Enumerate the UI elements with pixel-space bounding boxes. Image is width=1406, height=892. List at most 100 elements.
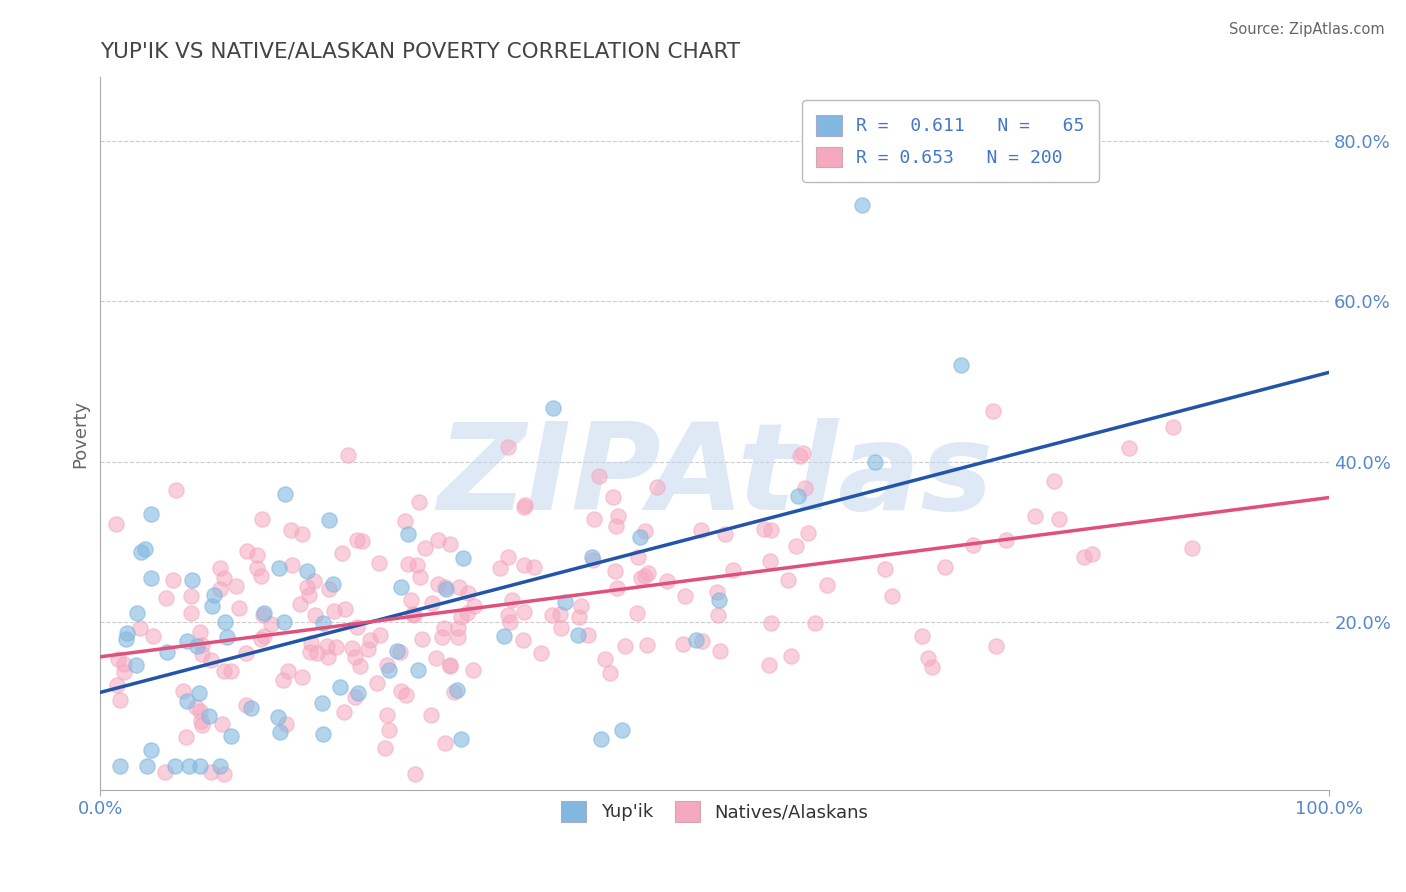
Point: [433, 736, 456, 750]
Point: [271, 673, 294, 687]
Point: [297, 564, 319, 578]
Point: [316, 649, 339, 664]
Point: [188, 704, 211, 718]
Point: [515, 498, 537, 512]
Point: [134, 542, 156, 557]
Point: [212, 571, 235, 585]
Point: [311, 697, 333, 711]
Point: [298, 645, 321, 659]
Point: [567, 628, 589, 642]
Point: [758, 658, 780, 673]
Text: YUP'IK VS NATIVE/ALASKAN POVERTY CORRELATION CHART: YUP'IK VS NATIVE/ALASKAN POVERTY CORRELA…: [100, 42, 741, 62]
Point: [634, 524, 657, 539]
Point: [124, 657, 146, 672]
Text: Source: ZipAtlas.com: Source: ZipAtlas.com: [1229, 22, 1385, 37]
Point: [357, 641, 380, 656]
Point: [333, 602, 356, 616]
Point: [402, 607, 425, 621]
Text: ZIPAtlas: ZIPAtlas: [437, 417, 993, 535]
Point: [457, 585, 479, 599]
Point: [346, 620, 368, 634]
Point: [253, 628, 276, 642]
Point: [328, 680, 350, 694]
Point: [186, 639, 208, 653]
Point: [447, 630, 470, 644]
Point: [388, 645, 411, 659]
Point: [105, 517, 128, 532]
Point: [450, 731, 472, 746]
Point: [1081, 548, 1104, 562]
Point: [404, 767, 426, 781]
Point: [1118, 442, 1140, 456]
Point: [368, 628, 391, 642]
Point: [315, 640, 337, 654]
Point: [219, 664, 242, 678]
Point: [368, 556, 391, 570]
Point: [882, 589, 904, 603]
Point: [569, 599, 592, 614]
Point: [583, 512, 606, 526]
Point: [347, 686, 370, 700]
Point: [274, 716, 297, 731]
Point: [606, 581, 628, 595]
Point: [496, 608, 519, 623]
Point: [250, 632, 273, 646]
Point: [498, 440, 520, 454]
Point: [312, 727, 335, 741]
Point: [377, 658, 399, 673]
Point: [406, 664, 429, 678]
Point: [427, 577, 450, 591]
Point: [219, 729, 242, 743]
Point: [541, 608, 564, 623]
Point: [451, 551, 474, 566]
Point: [212, 767, 235, 781]
Point: [330, 546, 353, 560]
Point: [797, 525, 820, 540]
Point: [174, 730, 197, 744]
Legend: Yup'ik, Natives/Alaskans: Yup'ik, Natives/Alaskans: [548, 789, 882, 834]
Point: [548, 607, 571, 621]
Point: [576, 628, 599, 642]
Point: [1024, 508, 1046, 523]
Point: [408, 495, 430, 509]
Point: [554, 595, 576, 609]
Point: [191, 638, 214, 652]
Point: [709, 593, 731, 607]
Point: [713, 526, 735, 541]
Point: [396, 526, 419, 541]
Point: [181, 573, 204, 587]
Point: [627, 550, 650, 565]
Point: [434, 581, 457, 595]
Point: [396, 557, 419, 571]
Point: [337, 448, 360, 462]
Point: [626, 607, 648, 621]
Point: [439, 657, 461, 672]
Point: [162, 573, 184, 587]
Point: [246, 561, 269, 575]
Point: [212, 665, 235, 679]
Point: [201, 599, 224, 614]
Point: [180, 589, 202, 603]
Point: [541, 401, 564, 416]
Point: [176, 694, 198, 708]
Point: [165, 759, 187, 773]
Point: [595, 651, 617, 665]
Point: [911, 629, 934, 643]
Point: [917, 651, 939, 665]
Point: [295, 580, 318, 594]
Point: [1047, 511, 1070, 525]
Point: [530, 646, 553, 660]
Point: [129, 545, 152, 559]
Point: [433, 621, 456, 635]
Point: [107, 651, 129, 665]
Point: [427, 533, 450, 548]
Point: [501, 593, 523, 607]
Point: [343, 690, 366, 704]
Point: [253, 607, 276, 621]
Point: [177, 759, 200, 773]
Point: [311, 615, 333, 630]
Point: [994, 533, 1017, 547]
Point: [228, 601, 250, 615]
Point: [588, 469, 610, 483]
Point: [456, 607, 478, 621]
